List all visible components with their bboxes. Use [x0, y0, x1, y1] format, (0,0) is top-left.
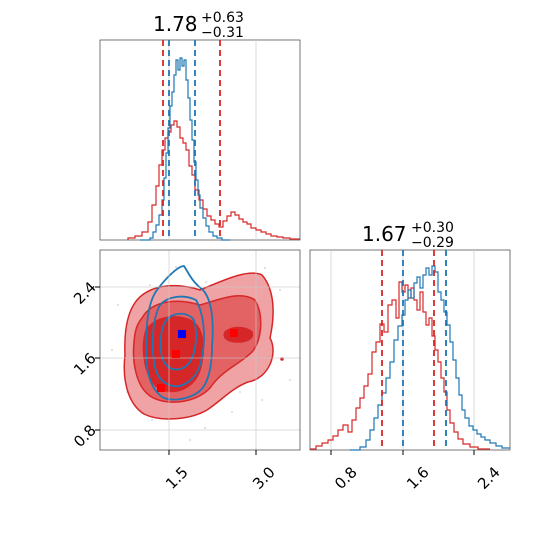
- hist-param-2-panel: 1.67 +0.30 −0.29 0.8 1.6 2.4: [309, 220, 511, 493]
- contour-blue-middle: [151, 295, 205, 388]
- hist-param-2-title-plus: +0.30: [411, 220, 454, 236]
- contour-blue-outer: [145, 265, 214, 401]
- contour-marker-red: [157, 384, 165, 392]
- hist-param-2-xtick-label: 2.4: [474, 463, 504, 493]
- contour-2d-ytick-label: 2.4: [70, 278, 100, 308]
- hist-param-2-title-minus: −0.29: [411, 235, 454, 251]
- contour-2d-xtick-label: 1.5: [162, 463, 192, 493]
- contour-2d-scatter-points: [111, 266, 291, 441]
- hist-param-2-series-blue: [350, 265, 510, 451]
- hist-param-2-xtick-label: 1.6: [403, 463, 433, 493]
- contour-2d-ytick-label: 0.8: [70, 421, 100, 451]
- contour-marker-blue: [178, 330, 186, 338]
- hist-param-1-title-plus: +0.63: [201, 10, 244, 26]
- contour-2d-panel: 1.5 3.0 2.4 1.6 0.8: [70, 249, 301, 493]
- hist-param-1-panel: 1.78 +0.63 −0.31: [99, 10, 301, 241]
- contour-marker-red: [230, 329, 238, 337]
- contour-marker-red: [172, 350, 180, 358]
- hist-param-1-series-red: [127, 120, 300, 240]
- hist-param-1-title-value: 1.78: [153, 12, 198, 36]
- contour-blue-inner: [159, 312, 197, 371]
- hist-param-2-frame: [309, 249, 511, 451]
- contour-2d-ytick-label: 1.6: [70, 349, 100, 379]
- hist-param-1-frame: [99, 39, 301, 241]
- hist-param-2-xtick-label: 0.8: [331, 463, 361, 493]
- hist-param-2-title: 1.67: [362, 222, 407, 246]
- contour-red-inner-right: [223, 326, 254, 343]
- hist-param-1-title: 1.78: [153, 12, 198, 36]
- contour-2d-frame: [99, 249, 301, 451]
- hist-param-2-title-value: 1.67: [362, 222, 407, 246]
- contour-2d-xtick-label: 3.0: [249, 463, 279, 493]
- hist-param-1-title-minus: −0.31: [201, 25, 244, 41]
